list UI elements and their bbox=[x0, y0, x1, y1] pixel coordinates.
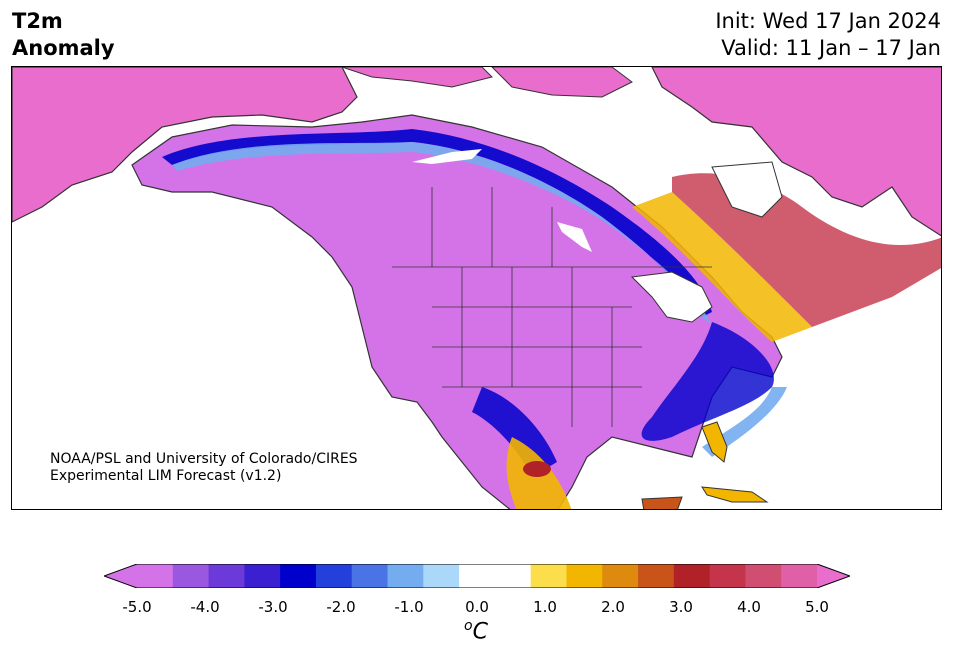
map-title: T2m Anomaly bbox=[12, 8, 115, 62]
arctic-island-2 bbox=[491, 67, 633, 98]
colorbar-tick-label: 5.0 bbox=[805, 598, 829, 616]
init-date: Init: Wed 17 Jan 2024 bbox=[715, 9, 941, 33]
colorbar-segment bbox=[638, 564, 675, 588]
unit-super: o bbox=[464, 618, 473, 634]
colorbar-tick-label: 1.0 bbox=[533, 598, 557, 616]
colorbar-tick-label: 3.0 bbox=[669, 598, 693, 616]
colorbar-segment bbox=[709, 564, 746, 588]
colorbar-segment bbox=[351, 564, 389, 588]
unit-label: oC bbox=[464, 618, 488, 644]
colorbar-tick-label: 4.0 bbox=[737, 598, 761, 616]
colorbar-segment bbox=[745, 564, 782, 588]
title-line-2: Anomaly bbox=[12, 36, 115, 60]
colorbar-tick-label: -2.0 bbox=[326, 598, 356, 616]
florida-warm bbox=[701, 421, 728, 463]
colorbar-segment bbox=[673, 564, 711, 588]
map-canvas bbox=[12, 67, 941, 509]
hudson-bay bbox=[711, 161, 783, 218]
colorbar bbox=[102, 563, 852, 589]
colorbar-segment bbox=[530, 564, 567, 588]
bahamas-warm bbox=[641, 496, 683, 509]
greenland-warm bbox=[651, 67, 941, 237]
caribbean-warm bbox=[701, 486, 769, 503]
colorbar-segment bbox=[566, 564, 603, 588]
valid-range: Valid: 11 Jan – 17 Jan bbox=[721, 36, 941, 60]
colorbar-segment bbox=[244, 564, 281, 588]
colorbar-segment bbox=[459, 564, 496, 588]
colorbar-segment bbox=[172, 564, 210, 588]
warm-band-east bbox=[632, 192, 812, 342]
colorbar-segment bbox=[280, 564, 317, 588]
colorbar-svg bbox=[102, 563, 852, 589]
great-lakes bbox=[630, 271, 713, 323]
anomaly-map: NOAA/PSL and University of Colorado/CIRE… bbox=[11, 66, 942, 510]
credit-line-2: Experimental LIM Forecast (v1.2) bbox=[50, 468, 282, 484]
east-cold-pocket bbox=[641, 322, 774, 441]
cold-light-band bbox=[172, 142, 712, 325]
colorbar-tick-label: -1.0 bbox=[394, 598, 424, 616]
credit-text: NOAA/PSL and University of Colorado/CIRE… bbox=[50, 451, 358, 485]
colorbar-tick-label: -5.0 bbox=[122, 598, 152, 616]
colorbar-segment bbox=[494, 564, 532, 588]
credit-line-1: NOAA/PSL and University of Colorado/CIRE… bbox=[50, 451, 358, 467]
colorbar-tick-label: 0.0 bbox=[465, 598, 489, 616]
canada-lake-1 bbox=[412, 149, 482, 164]
mexico-warm-core bbox=[523, 461, 551, 477]
borders bbox=[392, 187, 712, 427]
colorbar-segment bbox=[315, 564, 353, 588]
arctic-islands bbox=[341, 67, 493, 88]
colorbar-tick-label: -3.0 bbox=[258, 598, 288, 616]
forecast-dates: Init: Wed 17 Jan 2024 Valid: 11 Jan – 17… bbox=[715, 8, 941, 62]
alaska-warm bbox=[12, 67, 358, 223]
colorbar-segment bbox=[602, 564, 639, 588]
colorbar-min-extend bbox=[104, 564, 137, 588]
colorbar-tick-label: 2.0 bbox=[601, 598, 625, 616]
canada-lake-2 bbox=[557, 222, 592, 252]
colorbar-max-extend bbox=[817, 564, 850, 588]
unit-base: C bbox=[472, 619, 488, 645]
warm-band-east-outer bbox=[672, 173, 941, 327]
title-line-1: T2m bbox=[12, 9, 63, 33]
colorbar-segment bbox=[137, 564, 174, 588]
colorbar-tick-label: -4.0 bbox=[190, 598, 220, 616]
colorbar-segment bbox=[781, 564, 818, 588]
cold-core-band bbox=[162, 129, 712, 317]
colorbar-segment bbox=[423, 564, 460, 588]
colorbar-segment bbox=[208, 564, 245, 588]
colorbar-segment bbox=[387, 564, 424, 588]
